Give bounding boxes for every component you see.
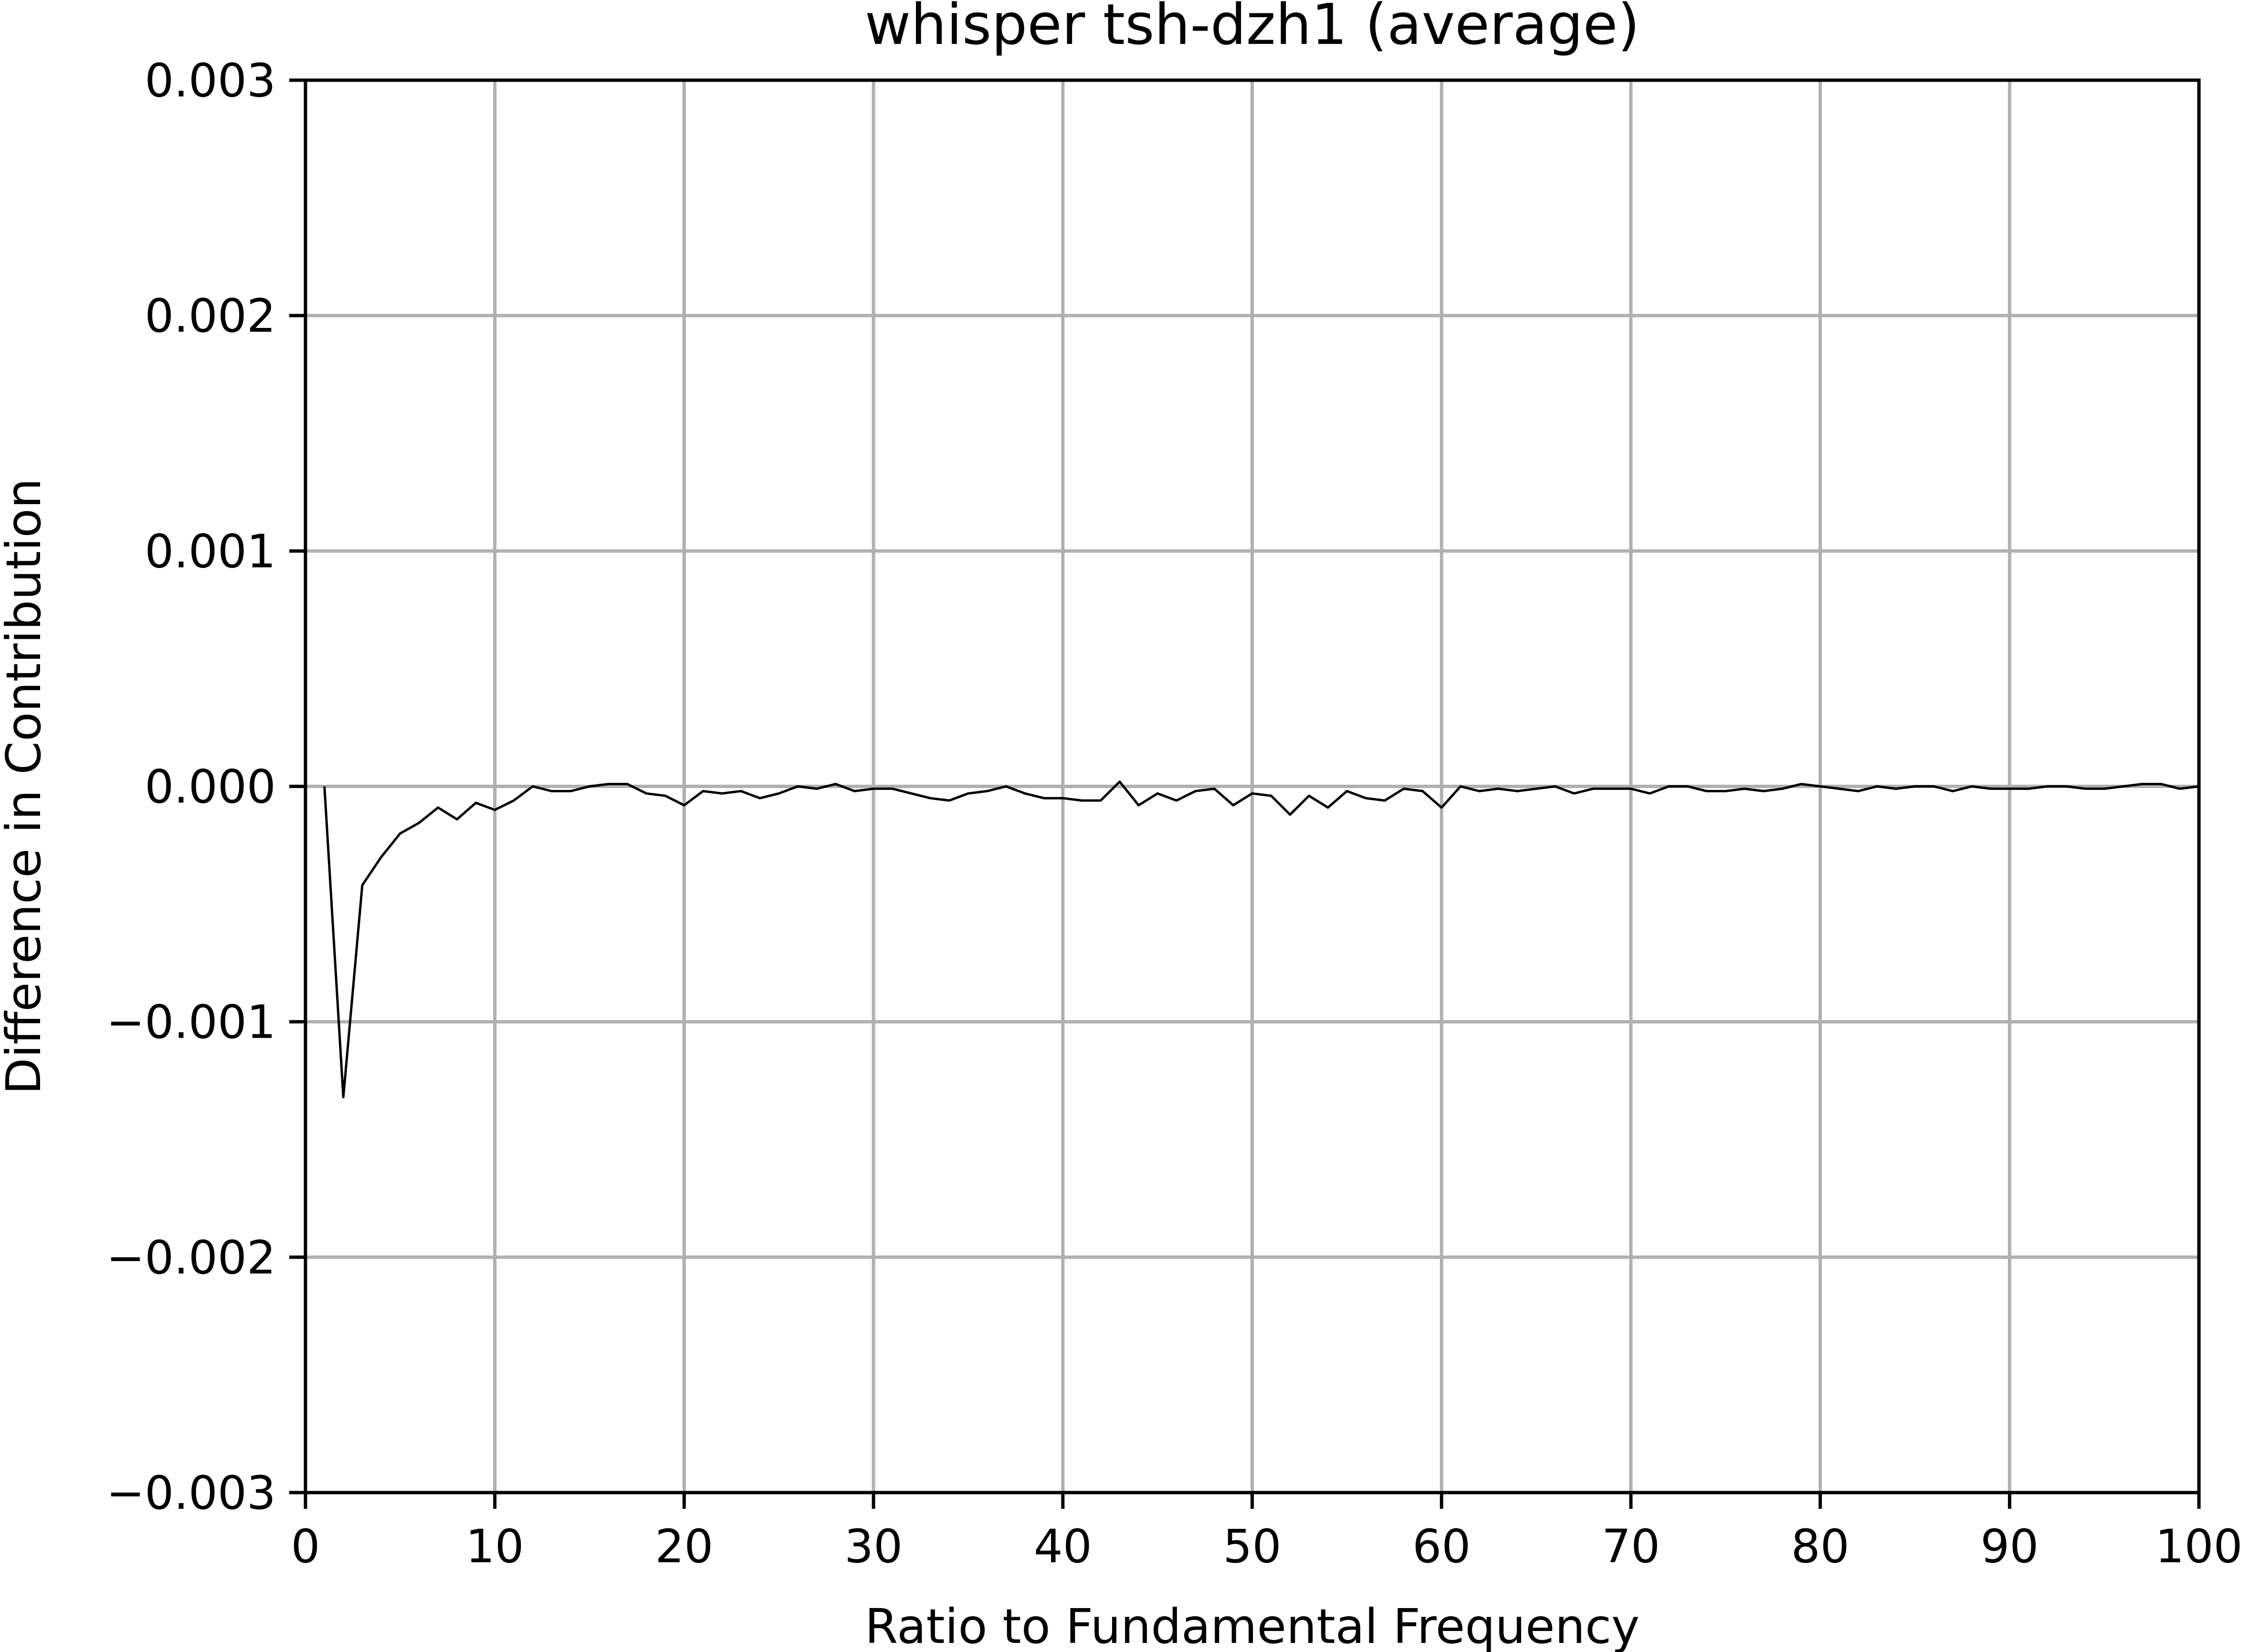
x-tick-label: 40 [1034,1520,1092,1573]
y-tick-label: −0.001 [106,996,276,1049]
x-tick-label: 0 [291,1520,320,1573]
x-tick-label: 80 [1791,1520,1850,1573]
series-layer [323,780,2199,1098]
y-tick-label: 0.000 [145,760,276,814]
y-tick-label: −0.002 [106,1231,276,1284]
x-tick-label: 30 [844,1520,903,1573]
y-axis-label: Difference in Contribution [0,478,52,1094]
y-tick-label: 0.001 [145,525,276,578]
chart-title: whisper tsh-dzh1 (average) [865,0,1640,57]
x-tick-label: 70 [1602,1520,1660,1573]
x-axis-label: Ratio to Fundamental Frequency [865,1599,1640,1652]
x-tick-label: 10 [466,1520,524,1573]
x-tick-label: 50 [1223,1520,1281,1573]
x-tick-label: 100 [2155,1520,2242,1573]
y-tick-label: 0.002 [145,289,276,343]
x-tick-label: 20 [655,1520,713,1573]
ticks: 0 10 20 30 40 50 60 70 80 90 100 −0.003 −0.002 −0.001… [106,54,2243,1573]
y-tick-label: −0.003 [106,1466,276,1520]
y-tick-label: 0.003 [145,54,276,107]
x-tick-label: 60 [1412,1520,1471,1573]
x-tick-label: 90 [1980,1520,2039,1573]
series-line-0 [323,780,2199,1098]
